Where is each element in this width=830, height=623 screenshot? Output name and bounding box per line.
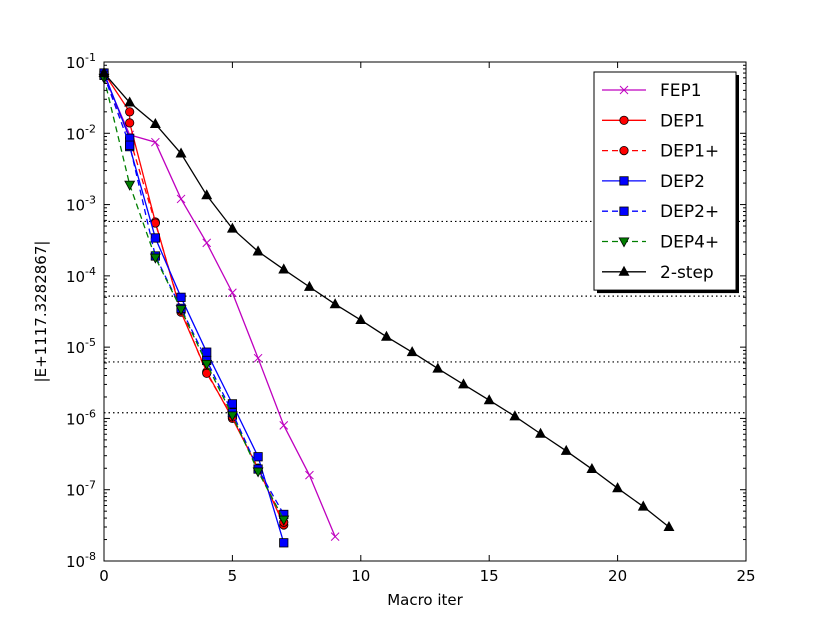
data-point-fep1 (330, 532, 340, 541)
x-tick-label: 0 (99, 567, 109, 585)
data-point-dep1 (125, 107, 135, 117)
y-tick-label: 10-3 (66, 194, 96, 215)
legend-label: DEP2+ (660, 202, 719, 222)
series-dep4-plus (98, 73, 290, 526)
x-tick-label: 15 (480, 567, 499, 585)
data-point-dep4-plus (252, 467, 264, 478)
legend-item-dep1-plus: DEP1+ (602, 142, 719, 162)
y-tick-label: 10-5 (66, 336, 96, 357)
y-tick-label: 10-6 (66, 407, 96, 428)
series-line-dep4-plus (103, 77, 285, 520)
data-point-dep4-plus (149, 253, 161, 264)
data-point-2-step (303, 280, 315, 291)
y-tick-label: 10-7 (66, 479, 96, 500)
legend-marker (619, 115, 629, 125)
legend-item-dep2: DEP2 (602, 172, 705, 192)
data-point-2-step (201, 189, 213, 200)
data-point-dep2 (176, 292, 186, 302)
series-2-step (98, 67, 675, 531)
data-point-dep2-plus (125, 140, 135, 150)
data-point-2-step (663, 520, 675, 531)
data-point-dep4-plus (175, 305, 187, 316)
data-point-dep2 (253, 452, 263, 462)
data-point-fep1 (279, 420, 289, 430)
data-point-dep4-plus (124, 180, 136, 191)
data-point-dep4-plus (226, 411, 238, 422)
legend-marker (619, 85, 629, 95)
data-point-2-step (226, 222, 238, 233)
data-point-fep1 (253, 353, 263, 363)
data-point-2-step (458, 378, 469, 389)
data-point-2-step (175, 147, 187, 158)
legend-marker (619, 206, 629, 216)
data-point-2-step (355, 314, 367, 325)
series-line-dep2-plus (103, 75, 285, 515)
legend-label: 2-step (660, 263, 714, 283)
y-tick-label: 10-1 (66, 51, 96, 72)
legend-label: FEP1 (660, 81, 702, 101)
y-axis-label: |E+1117.3282867| (32, 241, 50, 383)
data-point-2-step (483, 394, 495, 405)
legend-item-dep2-plus: DEP2+ (602, 202, 719, 222)
x-axis-label: Macro iter (387, 591, 463, 609)
data-point-fep1 (228, 288, 237, 298)
data-point-2-step (278, 263, 290, 274)
data-point-dep2 (202, 347, 212, 357)
legend-label: DEP1 (660, 111, 705, 131)
data-point-2-step (586, 463, 598, 474)
legend-label: DEP4+ (660, 233, 719, 253)
legend: FEP1 DEP1 DEP1+ DEP2 DEP2+ DEP4+ 2-step (593, 71, 739, 294)
data-point-dep2 (150, 233, 160, 243)
data-point-dep2 (227, 399, 237, 409)
data-point-2-step (252, 245, 264, 256)
x-tick-label: 20 (608, 567, 627, 585)
data-point-2-step (149, 117, 161, 128)
legend-label: DEP1+ (660, 142, 719, 162)
plot-frame (103, 61, 747, 562)
data-point-2-step (329, 298, 341, 309)
data-point-fep1 (202, 238, 212, 248)
x-tick-label: 10 (351, 567, 370, 585)
legend-item-fep1: FEP1 (602, 81, 702, 101)
series-line-fep1 (103, 75, 336, 537)
data-point-fep1 (305, 470, 314, 480)
data-point-dep4-plus (201, 360, 213, 371)
series-line-2-step (103, 72, 670, 528)
legend-marker (618, 237, 630, 248)
y-tick-label: 10-2 (66, 122, 96, 143)
series-lines (98, 67, 675, 548)
data-point-2-step (535, 427, 547, 438)
y-tick-label: 10-4 (66, 265, 96, 286)
series-dep2 (99, 68, 289, 548)
legend-item-dep4-plus: DEP4+ (602, 233, 719, 253)
series-fep1 (99, 70, 340, 541)
data-point-dep4-plus (278, 515, 290, 526)
data-point-2-step (560, 444, 572, 455)
legend-label: DEP2 (660, 172, 705, 192)
y-tick-label: 10-8 (66, 550, 96, 571)
data-point-2-step (612, 482, 624, 493)
legend-item-dep1: DEP1 (602, 111, 705, 131)
data-point-dep1 (125, 118, 135, 128)
legend-item-2-step: 2-step (602, 263, 714, 283)
data-point-dep2 (279, 538, 289, 548)
data-point-2-step (406, 346, 418, 357)
legend-marker (619, 176, 629, 186)
axis-ticks: 0 5 10 15 20 25 10-1 10-2 10-3 10-4 10-5 10-6 10-7 10… (66, 51, 756, 585)
x-tick-label: 5 (228, 567, 238, 585)
data-point-2-step (381, 330, 392, 341)
data-point-fep1 (176, 194, 186, 204)
legend-marker (618, 265, 630, 276)
data-point-2-step (432, 362, 444, 373)
data-point-2-step (637, 500, 649, 511)
data-point-fep1 (151, 137, 160, 147)
data-point-2-step (509, 410, 521, 421)
data-point-2-step (124, 96, 136, 107)
legend-marker (619, 146, 629, 156)
x-tick-label: 25 (736, 567, 755, 585)
